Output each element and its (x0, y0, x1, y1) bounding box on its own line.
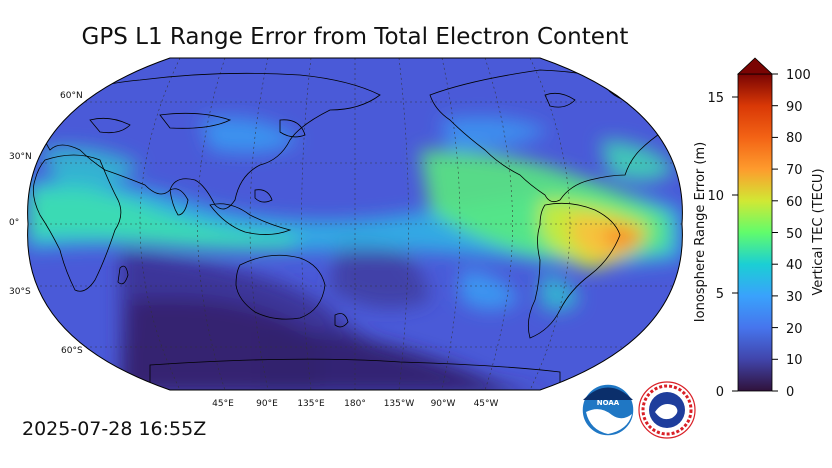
right-tick-70: 70 (786, 163, 803, 178)
right-tick-40: 40 (786, 258, 803, 273)
globe-outline (27, 57, 683, 391)
lat-label-eq: 0° (9, 218, 19, 228)
graticule (27, 58, 683, 390)
colorbar: 0 5 10 15 0 10 20 30 40 50 60 70 80 90 1… (693, 57, 826, 400)
timestamp-label: 2025-07-28 16:55Z (22, 418, 207, 440)
lat-label-60s: 60°S (61, 346, 83, 356)
right-tick-20: 20 (786, 322, 803, 337)
colorbar-extend-triangle (736, 57, 774, 75)
right-tick-80: 80 (786, 131, 803, 146)
nws-logo (638, 381, 696, 439)
lon-label-135e: 135°E (297, 399, 325, 409)
chart-title: GPS L1 Range Error from Total Electron C… (81, 24, 629, 50)
tec-map (27, 58, 683, 390)
lon-label-135w: 135°W (384, 399, 415, 409)
lon-label-90w: 90°W (431, 399, 456, 409)
right-tick-30: 30 (786, 290, 803, 305)
right-tick-0: 0 (786, 385, 794, 400)
noaa-logo: NOAA (581, 383, 635, 437)
lat-label-60n: 60°N (60, 91, 83, 101)
right-tick-90: 90 (786, 100, 803, 115)
lat-label-30s: 30°S (9, 287, 31, 297)
right-tick-10: 10 (786, 353, 803, 368)
left-axis-title: Ionosphere Range Error (m) (693, 142, 708, 322)
lon-label-45w: 45°W (474, 399, 499, 409)
lon-label-90e: 90°E (256, 399, 278, 409)
left-tick-5: 5 (716, 287, 724, 302)
right-tick-50: 50 (786, 227, 803, 242)
left-tick-0: 0 (716, 385, 724, 400)
left-tick-15: 15 (707, 91, 724, 106)
right-axis-title: Vertical TEC (TECU) (811, 168, 826, 295)
left-tick-10: 10 (707, 189, 724, 204)
lon-label-180: 180° (344, 399, 366, 409)
right-tick-60: 60 (786, 195, 803, 210)
colorbar-body (737, 73, 773, 392)
right-tick-100: 100 (786, 68, 811, 83)
lon-label-45e: 45°E (212, 399, 234, 409)
noaa-logo-text: NOAA (597, 399, 620, 407)
lat-label-30n: 30°N (9, 152, 32, 162)
